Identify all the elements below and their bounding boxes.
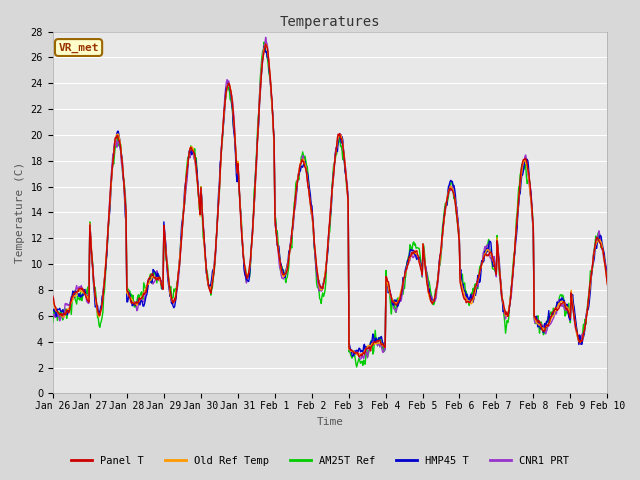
X-axis label: Time: Time [317, 417, 344, 427]
Y-axis label: Temperature (C): Temperature (C) [15, 162, 25, 263]
Legend: Panel T, Old Ref Temp, AM25T Ref, HMP45 T, CNR1 PRT: Panel T, Old Ref Temp, AM25T Ref, HMP45 … [67, 452, 573, 470]
Title: Temperatures: Temperatures [280, 15, 380, 29]
Text: VR_met: VR_met [58, 42, 99, 53]
